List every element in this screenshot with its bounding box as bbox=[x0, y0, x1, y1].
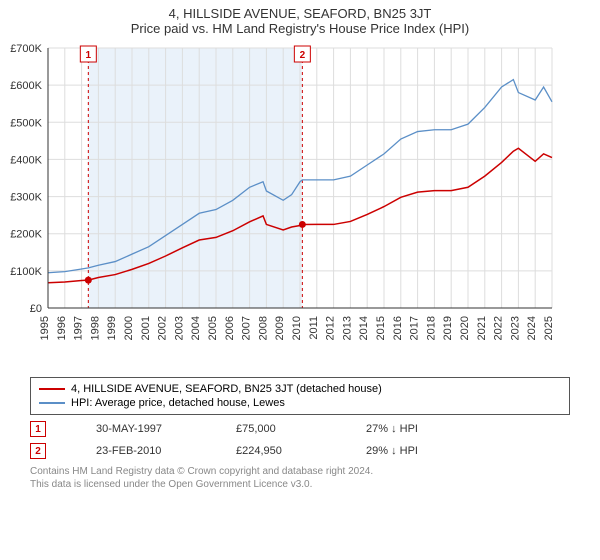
legend-item: 4, HILLSIDE AVENUE, SEAFORD, BN25 3JT (d… bbox=[39, 382, 561, 396]
sale-hpi-delta: 27% ↓ HPI bbox=[366, 423, 418, 435]
svg-text:2: 2 bbox=[300, 50, 306, 61]
svg-text:2016: 2016 bbox=[392, 316, 404, 340]
svg-text:2007: 2007 bbox=[241, 316, 253, 340]
svg-text:2020: 2020 bbox=[459, 316, 471, 340]
svg-text:2017: 2017 bbox=[409, 316, 421, 340]
sale-hpi-delta: 29% ↓ HPI bbox=[366, 445, 418, 457]
legend-swatch-hpi bbox=[39, 402, 65, 404]
sale-marker-icon: 2 bbox=[30, 443, 46, 459]
svg-text:1997: 1997 bbox=[73, 316, 85, 340]
svg-text:2012: 2012 bbox=[325, 316, 337, 340]
sale-price: £75,000 bbox=[236, 423, 316, 435]
sale-price: £224,950 bbox=[236, 445, 316, 457]
svg-text:1995: 1995 bbox=[39, 316, 51, 340]
chart-title-2: Price paid vs. HM Land Registry's House … bbox=[0, 21, 600, 38]
svg-text:2023: 2023 bbox=[509, 316, 521, 340]
svg-text:2001: 2001 bbox=[140, 316, 152, 340]
svg-text:2010: 2010 bbox=[291, 316, 303, 340]
svg-text:2019: 2019 bbox=[442, 316, 454, 340]
svg-text:2003: 2003 bbox=[173, 316, 185, 340]
svg-text:£500K: £500K bbox=[10, 117, 42, 129]
svg-text:2025: 2025 bbox=[543, 316, 555, 340]
legend-label: 4, HILLSIDE AVENUE, SEAFORD, BN25 3JT (d… bbox=[71, 383, 382, 395]
svg-text:£600K: £600K bbox=[10, 80, 42, 92]
svg-text:2022: 2022 bbox=[493, 316, 505, 340]
svg-text:£400K: £400K bbox=[10, 154, 42, 166]
sale-row: 2 23-FEB-2010 £224,950 29% ↓ HPI bbox=[30, 443, 570, 459]
svg-text:£0: £0 bbox=[30, 303, 42, 315]
svg-text:2013: 2013 bbox=[341, 316, 353, 340]
svg-text:2021: 2021 bbox=[476, 316, 488, 340]
svg-text:£100K: £100K bbox=[10, 266, 42, 278]
svg-text:2002: 2002 bbox=[157, 316, 169, 340]
svg-text:2024: 2024 bbox=[526, 316, 538, 340]
sale-row: 1 30-MAY-1997 £75,000 27% ↓ HPI bbox=[30, 421, 570, 437]
chart-container: £0 £100K £200K £300K £400K £500K £600K £700K 199… bbox=[0, 38, 600, 373]
legend-swatch-property bbox=[39, 388, 65, 390]
svg-text:2014: 2014 bbox=[358, 316, 370, 340]
svg-text:2004: 2004 bbox=[190, 316, 202, 340]
svg-text:2005: 2005 bbox=[207, 316, 219, 340]
price-chart: £0 £100K £200K £300K £400K £500K £600K £700K 199… bbox=[0, 38, 560, 368]
legend-label: HPI: Average price, detached house, Lewe… bbox=[71, 397, 285, 409]
svg-text:2000: 2000 bbox=[123, 316, 135, 340]
legend-item: HPI: Average price, detached house, Lewe… bbox=[39, 396, 561, 410]
svg-text:2008: 2008 bbox=[257, 316, 269, 340]
svg-text:1999: 1999 bbox=[106, 316, 118, 340]
sale-marker-icon: 1 bbox=[30, 421, 46, 437]
svg-text:2011: 2011 bbox=[308, 316, 320, 340]
sale-date: 23-FEB-2010 bbox=[96, 445, 186, 457]
footer-line: This data is licensed under the Open Gov… bbox=[30, 478, 570, 491]
svg-text:1: 1 bbox=[86, 50, 92, 61]
svg-text:2015: 2015 bbox=[375, 316, 387, 340]
svg-text:2009: 2009 bbox=[274, 316, 286, 340]
legend: 4, HILLSIDE AVENUE, SEAFORD, BN25 3JT (d… bbox=[30, 377, 570, 415]
footer-line: Contains HM Land Registry data © Crown c… bbox=[30, 465, 570, 478]
svg-text:1998: 1998 bbox=[89, 316, 101, 340]
svg-text:£700K: £700K bbox=[10, 43, 42, 55]
footer-attribution: Contains HM Land Registry data © Crown c… bbox=[30, 465, 570, 491]
svg-text:£200K: £200K bbox=[10, 229, 42, 241]
sale-date: 30-MAY-1997 bbox=[96, 423, 186, 435]
svg-text:2018: 2018 bbox=[425, 316, 437, 340]
chart-title-1: 4, HILLSIDE AVENUE, SEAFORD, BN25 3JT bbox=[0, 0, 600, 21]
svg-text:£300K: £300K bbox=[10, 192, 42, 204]
svg-text:2006: 2006 bbox=[224, 316, 236, 340]
svg-text:1996: 1996 bbox=[56, 316, 68, 340]
